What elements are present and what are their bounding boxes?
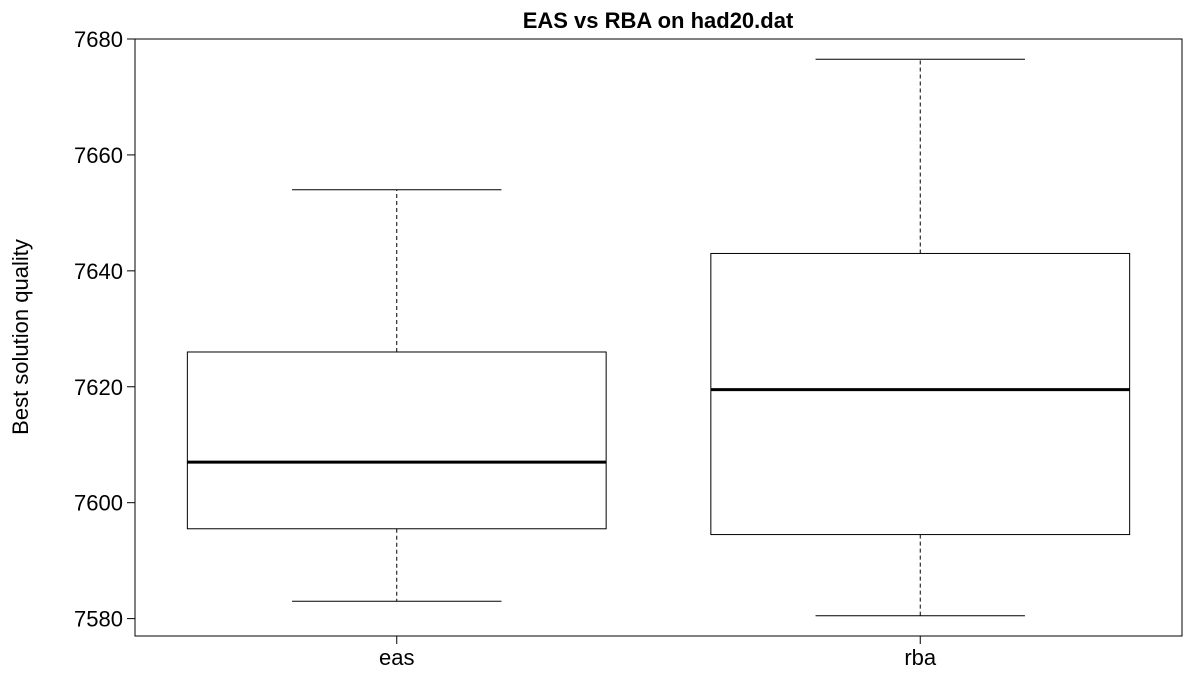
y-tick-label: 7580 bbox=[74, 607, 123, 632]
y-tick-label: 7620 bbox=[74, 375, 123, 400]
y-tick-label: 7640 bbox=[74, 259, 123, 284]
plot-frame bbox=[134, 38, 1183, 637]
y-axis-label: Best solution quality bbox=[8, 239, 33, 435]
y-axis: 7580 7600 7620 7640 7660 7680 bbox=[74, 27, 135, 632]
x-axis: eas rba bbox=[379, 636, 937, 670]
box-eas bbox=[186, 189, 607, 602]
y-tick-label: 7680 bbox=[74, 27, 123, 52]
x-tick-label: eas bbox=[379, 645, 414, 670]
box-series bbox=[186, 58, 1131, 617]
x-tick-label: rba bbox=[904, 645, 937, 670]
interquartile-box bbox=[186, 351, 607, 530]
box-rba bbox=[710, 58, 1131, 617]
interquartile-box bbox=[710, 252, 1131, 536]
chart-title: EAS vs RBA on had20.dat bbox=[523, 8, 794, 33]
y-tick-label: 7600 bbox=[74, 491, 123, 516]
y-tick-label: 7660 bbox=[74, 143, 123, 168]
